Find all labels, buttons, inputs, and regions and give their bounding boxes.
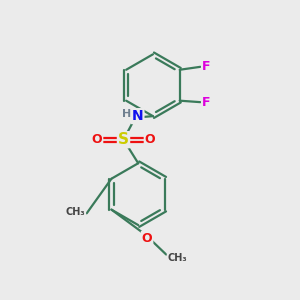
Text: N: N <box>132 109 143 123</box>
Text: F: F <box>202 96 211 109</box>
Text: F: F <box>202 60 211 73</box>
Text: S: S <box>118 132 129 147</box>
Text: H: H <box>122 109 131 119</box>
Text: O: O <box>145 133 155 146</box>
Text: O: O <box>142 232 152 245</box>
Text: O: O <box>92 133 102 146</box>
Text: CH₃: CH₃ <box>168 253 187 263</box>
Text: CH₃: CH₃ <box>66 207 85 217</box>
